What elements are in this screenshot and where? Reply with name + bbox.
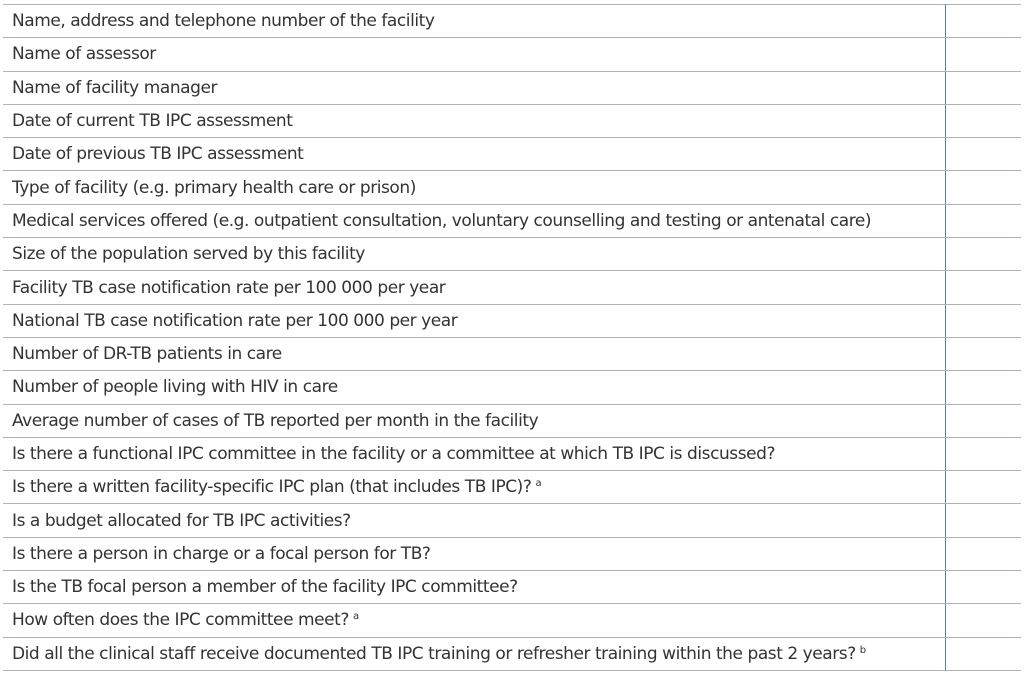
row-label-cell: Did all the clinical staff receive docum… xyxy=(3,636,946,671)
table-row: Is there a written facility-specific IPC… xyxy=(3,470,1021,505)
answer-cell xyxy=(945,137,1021,172)
table-row: Number of DR-TB patients in care xyxy=(3,336,1021,372)
row-label: Name, address and telephone number of th… xyxy=(12,11,435,32)
answer-cell xyxy=(945,470,1021,505)
answer-cell xyxy=(945,536,1021,572)
row-label: Is there a functional IPC committee in t… xyxy=(12,444,776,464)
footnote-marker: a xyxy=(352,611,359,623)
table-row: Facility TB case notification rate per 1… xyxy=(3,270,1021,305)
table-row: Size of the population served by this fa… xyxy=(3,237,1021,272)
answer-cell xyxy=(945,37,1021,72)
row-label: Is the TB focal person a member of the f… xyxy=(12,577,518,598)
answer-cell xyxy=(945,170,1021,205)
row-label: Is there a person in charge or a focal p… xyxy=(12,543,431,564)
row-label-cell: Number of people living with HIV in care xyxy=(3,370,946,405)
row-label-cell: Name of facility manager xyxy=(3,70,946,105)
row-label-cell: Is the TB focal person a member of the f… xyxy=(3,570,946,605)
answer-cell xyxy=(945,636,1021,671)
table-row: Name, address and telephone number of th… xyxy=(3,3,1021,39)
row-label-cell: Name, address and telephone number of th… xyxy=(3,3,946,39)
row-label: Is a budget allocated for TB IPC activit… xyxy=(12,510,351,531)
row-label: Name of facility manager xyxy=(12,77,218,98)
row-label-cell: Size of the population served by this fa… xyxy=(3,237,946,272)
answer-cell xyxy=(945,70,1021,105)
answer-cell xyxy=(945,203,1021,239)
row-label: National TB case notification rate per 1… xyxy=(12,310,458,331)
row-label: Date of previous TB IPC assessment xyxy=(12,144,304,165)
row-label: Number of DR-TB patients in care xyxy=(12,344,282,365)
table-row: Is a budget allocated for TB IPC activit… xyxy=(3,503,1021,538)
answer-cell xyxy=(945,570,1021,605)
row-label: Type of facility (e.g. primary health ca… xyxy=(12,177,416,198)
row-label: How often does the IPC committee meet? xyxy=(12,610,349,631)
row-label-cell: Date of current TB IPC assessment xyxy=(3,103,946,139)
table-row: Did all the clinical staff receive docum… xyxy=(3,636,1021,671)
row-label: Average number of cases of TB reported p… xyxy=(12,410,539,431)
answer-cell xyxy=(945,436,1021,472)
answer-cell xyxy=(945,370,1021,405)
row-label: Number of people living with HIV in care xyxy=(12,377,338,398)
row-label-cell: Number of DR-TB patients in care xyxy=(3,336,946,372)
row-label-cell: Is a budget allocated for TB IPC activit… xyxy=(3,503,946,538)
answer-cell xyxy=(945,603,1021,638)
table-row: How often does the IPC committee meet? a xyxy=(3,603,1021,638)
row-label-cell: Type of facility (e.g. primary health ca… xyxy=(3,170,946,205)
row-label: Size of the population served by this fa… xyxy=(12,244,365,265)
row-label: Did all the clinical staff receive docum… xyxy=(12,643,856,664)
row-label-cell: Medical services offered (e.g. outpatien… xyxy=(3,203,946,239)
table-row: Name of facility manager xyxy=(3,70,1021,105)
row-label-cell: Is there a written facility-specific IPC… xyxy=(3,470,946,505)
table-row: Is there a functional IPC committee in t… xyxy=(3,436,1021,472)
table-row: Medical services offered (e.g. outpatien… xyxy=(3,203,1021,239)
row-label-cell: Facility TB case notification rate per 1… xyxy=(3,270,946,305)
table-row: Name of assessor xyxy=(3,37,1021,72)
row-label-cell: Name of assessor xyxy=(3,37,946,72)
table-row: Type of facility (e.g. primary health ca… xyxy=(3,170,1021,205)
answer-cell xyxy=(945,237,1021,272)
answer-cell xyxy=(945,3,1021,39)
table-row: Number of people living with HIV in care xyxy=(3,370,1021,405)
table-row: Is the TB focal person a member of the f… xyxy=(3,570,1021,605)
table-row: Date of previous TB IPC assessment xyxy=(3,137,1021,172)
answer-cell xyxy=(945,303,1021,338)
row-label: Is there a written facility-specific IPC… xyxy=(12,477,532,498)
row-label-cell: National TB case notification rate per 1… xyxy=(3,303,946,338)
row-label: Facility TB case notification rate per 1… xyxy=(12,277,446,298)
row-label-cell: Is there a functional IPC committee in t… xyxy=(3,436,946,472)
table-row: Is there a person in charge or a focal p… xyxy=(3,536,1021,572)
row-label-cell: Average number of cases of TB reported p… xyxy=(3,403,946,438)
row-label-cell: How often does the IPC committee meet? a xyxy=(3,603,946,638)
row-label-cell: Is there a person in charge or a focal p… xyxy=(3,536,946,572)
table-row: Average number of cases of TB reported p… xyxy=(3,403,1021,438)
answer-cell xyxy=(945,270,1021,305)
answer-cell xyxy=(945,336,1021,372)
facility-info-table: Name, address and telephone number of th… xyxy=(3,3,1021,671)
footnote-marker: a xyxy=(535,478,542,490)
row-label: Date of current TB IPC assessment xyxy=(12,111,293,132)
table-row: National TB case notification rate per 1… xyxy=(3,303,1021,338)
table-body: Name, address and telephone number of th… xyxy=(3,3,1021,671)
table-row: Date of current TB IPC assessment xyxy=(3,103,1021,139)
footnote-marker: b xyxy=(859,644,866,656)
row-label: Name of assessor xyxy=(12,44,156,65)
row-label: Medical services offered (e.g. outpatien… xyxy=(12,210,872,231)
row-label-cell: Date of previous TB IPC assessment xyxy=(3,137,946,172)
answer-cell xyxy=(945,403,1021,438)
answer-cell xyxy=(945,103,1021,139)
answer-cell xyxy=(945,503,1021,538)
